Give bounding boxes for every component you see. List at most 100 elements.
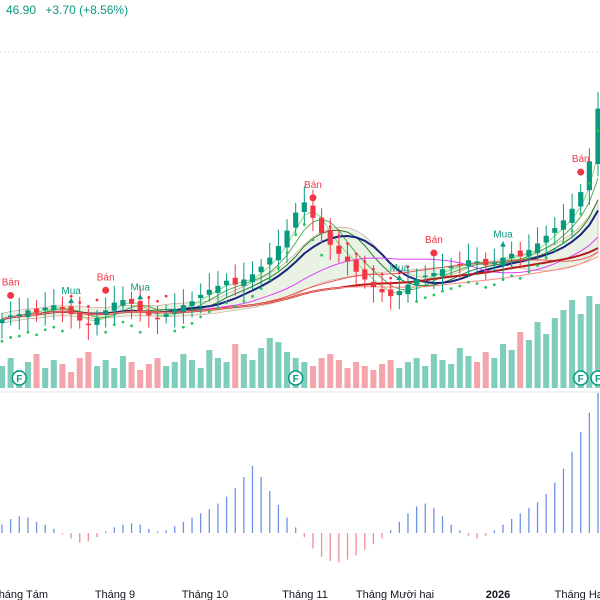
sar-dot (397, 271, 401, 275)
volume-bar (594, 304, 600, 388)
time-axis-label: Tháng Mười hai (356, 589, 434, 600)
event-label: F (595, 374, 600, 385)
buy-arrow (396, 275, 403, 281)
candle-body (327, 230, 333, 245)
event-marker[interactable]: F (572, 370, 589, 386)
volume-bar (214, 358, 221, 388)
sar-dot (579, 212, 583, 216)
event-marker[interactable]: F (11, 370, 28, 386)
sar-dot (173, 329, 177, 333)
volume-bar (266, 338, 273, 388)
signal-label: Bán (425, 235, 443, 246)
time-axis-label: 2026 (486, 589, 510, 600)
sar-dot (17, 334, 21, 338)
sar-dot (492, 283, 496, 287)
time-axis-label: Tháng Tám (0, 589, 48, 600)
event-label: F (293, 374, 299, 385)
sar-dot (328, 225, 332, 229)
volume-bar (42, 368, 49, 388)
candle-body (8, 315, 14, 317)
candle-body (422, 275, 428, 278)
sar-dot (95, 298, 99, 302)
volume-bar (171, 362, 178, 388)
volume-bar (309, 366, 316, 388)
candle-body (180, 305, 186, 312)
parabolic-sar (0, 129, 600, 343)
sar-dot (259, 287, 263, 291)
sar-dot (43, 328, 47, 332)
candle-body (509, 253, 515, 259)
candle-body (33, 308, 40, 313)
sar-dot (311, 238, 315, 242)
sell-dot (577, 168, 585, 176)
time-axis-label: Tháng Hai (555, 589, 600, 600)
sar-dot (320, 253, 323, 257)
volume-bar (223, 362, 230, 388)
signal-label: Mua (493, 230, 513, 241)
sar-dot (441, 289, 444, 293)
sar-dot (294, 233, 298, 237)
volume-bar (413, 358, 420, 388)
candle-body (439, 269, 446, 277)
candle-body (405, 284, 411, 295)
volume-bar (284, 352, 291, 388)
moving-averages (1, 153, 599, 322)
sar-dot (570, 229, 574, 233)
event-marker[interactable]: F (590, 370, 600, 386)
sar-dot (518, 276, 522, 280)
candle-body (457, 263, 463, 266)
sar-dot (562, 240, 565, 244)
candle-body (172, 309, 178, 313)
volume-bar (448, 364, 455, 388)
sar-dot (337, 234, 341, 238)
candle-body (534, 243, 541, 254)
sar-dot (216, 306, 220, 310)
time-axis-label: Tháng 11 (282, 589, 328, 600)
candle-body (163, 314, 169, 317)
candle-body (526, 249, 532, 257)
volume-bar (189, 360, 196, 388)
ma-50-line (1, 256, 599, 320)
volume-bar (68, 372, 75, 388)
last-price: 46.90 (6, 3, 37, 17)
candle-body (0, 319, 5, 324)
volume-bar (482, 352, 489, 388)
sar-dot (69, 294, 73, 298)
volume-bar (370, 370, 377, 388)
volume-bar (249, 360, 256, 388)
sar-dot (164, 294, 168, 298)
event-circle (11, 370, 28, 386)
volume-bar (422, 366, 429, 388)
volume-bar (180, 354, 187, 388)
event-marker[interactable]: F (287, 370, 304, 386)
volume-bar (85, 352, 92, 388)
sar-dot (207, 310, 211, 314)
volume-bar (232, 344, 239, 388)
event-circle (572, 370, 589, 386)
volume-bar (534, 322, 541, 388)
candlestick-series[interactable] (0, 91, 600, 340)
volume-bar (543, 334, 550, 388)
candle-body (560, 220, 567, 230)
buy-arrow (137, 294, 144, 300)
volume-bar (499, 344, 507, 388)
volume-bar (474, 362, 481, 388)
candle-body (85, 323, 91, 326)
candle-body (103, 310, 109, 315)
candle-body (16, 314, 22, 317)
volume-bar (7, 358, 14, 388)
sar-dot (389, 276, 393, 280)
candle-body (189, 301, 195, 307)
volume-bar (59, 364, 66, 388)
volume-bar (50, 360, 57, 388)
candle-body (223, 280, 230, 286)
candle-body (232, 277, 238, 285)
volume-bar (396, 368, 403, 388)
volume-bar (24, 362, 31, 388)
candle-body (258, 266, 264, 273)
volume-bar (491, 358, 498, 388)
event-label: F (16, 374, 22, 385)
sar-dot (181, 325, 185, 329)
